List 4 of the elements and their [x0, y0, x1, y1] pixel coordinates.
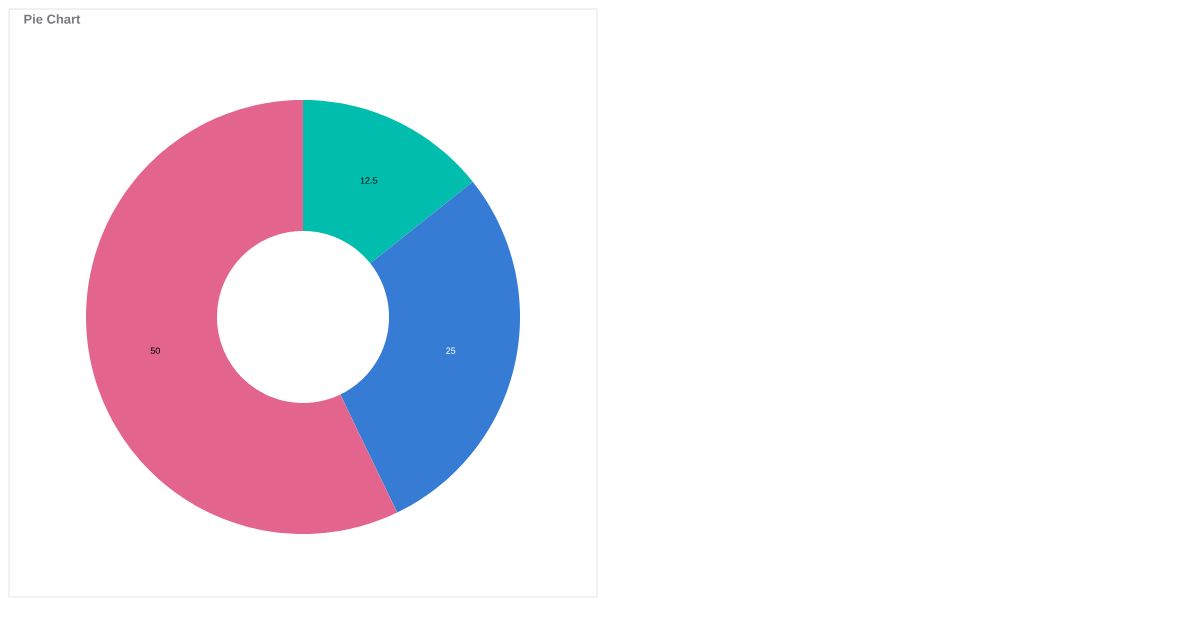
chart-title: Pie Chart [24, 14, 81, 24]
data-label: 50 [150, 347, 160, 354]
data-label: 12.5 [360, 177, 378, 184]
data-label: 25 [446, 347, 456, 354]
